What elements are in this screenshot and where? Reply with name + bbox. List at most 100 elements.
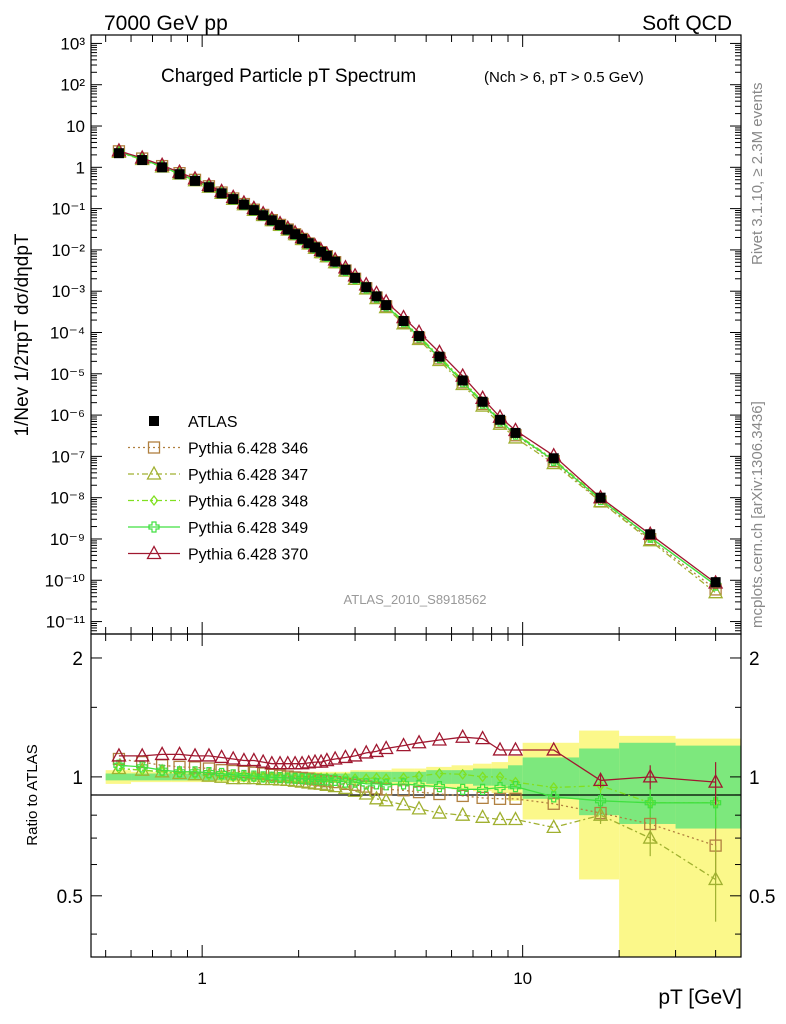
legend-marker: [148, 521, 160, 533]
data-point: [275, 220, 286, 231]
ratio-point: [204, 769, 214, 781]
ratio-point: [134, 747, 150, 762]
ratio-point: [456, 789, 469, 803]
data-point: [645, 529, 656, 540]
ratio-point: [225, 750, 241, 765]
ratio-point: [492, 741, 508, 756]
ratio-point: [329, 774, 341, 786]
data-point: [190, 175, 201, 186]
ratio-point: [477, 783, 489, 795]
ratio-line: [118, 767, 716, 804]
top-y-axis-label: 1/Nev 1/2πpT dσ/dηdpT: [12, 233, 33, 436]
ratio-point: [433, 780, 446, 793]
ratio-point: [358, 744, 374, 759]
data-point: [203, 182, 214, 193]
ratio-point: [113, 759, 125, 771]
ratio-point: [592, 771, 609, 787]
data-point: [113, 148, 124, 159]
legend-marker: [149, 494, 159, 507]
ratio-point: [361, 773, 371, 785]
x-tick-label: 1: [197, 969, 206, 988]
data-point: [548, 453, 559, 464]
uncertainty-band-green: [522, 757, 580, 799]
ratio-point: [111, 747, 127, 762]
ratio-point: [710, 797, 722, 809]
data-point: [371, 291, 382, 302]
ratio-point: [475, 808, 491, 823]
data-point: [595, 492, 606, 503]
ratio-point: [272, 755, 288, 770]
ratio-point: [457, 783, 469, 795]
ratio-point: [644, 797, 656, 809]
ratio-point: [495, 771, 505, 783]
y-tick-label: 10⁻³: [51, 282, 85, 301]
uncertainty-band-green: [414, 771, 427, 783]
uncertainty-band-green: [283, 773, 292, 781]
ratio-point: [201, 747, 217, 762]
ratio-point: [188, 761, 202, 774]
ratio-point: [395, 796, 412, 811]
spectrum-panel: 10⁻¹¹ 10⁻¹⁰ 10⁻⁹ 10⁻⁸ 10⁻⁷ 10⁻⁶ 10⁻⁵ 10⁻⁴ 10⁻³ 10…: [12, 34, 742, 635]
data-point: [321, 250, 332, 261]
y-tick-label: 10³: [60, 34, 85, 53]
data-point: [266, 215, 277, 226]
ratio-point: [237, 765, 251, 778]
mcplots-label: mcplots.cern.ch [arXiv:1306.3436]: [749, 401, 766, 628]
ratio-point: [238, 769, 250, 782]
series-0: [113, 148, 721, 588]
ratio-point: [246, 752, 262, 767]
uncertainty-band-green: [675, 745, 741, 829]
ratio-y-axis-label: Ratio to ATLAS: [24, 744, 41, 845]
ratio-point: [395, 737, 412, 752]
data-point: [297, 233, 308, 244]
ratio-y-tick-label: 0.5: [57, 887, 83, 908]
ratio-y-tick-label-right: 1: [749, 768, 760, 789]
y-tick-label: 10⁻¹¹: [46, 613, 86, 632]
data-point: [398, 315, 409, 326]
data-point: [414, 331, 425, 342]
uncertainty-band-green: [372, 771, 381, 783]
uncertainty-band-green: [131, 773, 153, 781]
data-point: [216, 188, 227, 199]
ratio-point: [548, 791, 560, 803]
ratio-panel: 1 10 0.5 0.5 1 1 2 2 Ratio to ATLAS: [24, 633, 775, 988]
data-point: [510, 427, 521, 438]
ratio-point: [280, 755, 296, 770]
y-tick-label: 10⁻⁹: [50, 530, 85, 549]
x-tick-label: 10: [513, 969, 532, 988]
legend-label: Pythia 6.428 348: [188, 494, 308, 511]
ratio-point: [399, 772, 408, 784]
uncertainty-band-green: [291, 773, 299, 781]
legend-entry: Pythia 6.428 347: [128, 465, 308, 484]
ratio-point: [189, 766, 201, 778]
legend-label: ATLAS: [188, 414, 238, 431]
legend-label: Pythia 6.428 347: [188, 467, 308, 484]
y-tick-label: 10⁻²: [51, 241, 85, 260]
y-tick-label: 10⁻⁵: [50, 365, 85, 384]
y-tick-label: 10⁻⁷: [51, 447, 85, 466]
uncertainty-band-green: [105, 773, 132, 781]
ratio-y-tick-label-right: 0.5: [749, 887, 775, 908]
legend-entry: Pythia 6.428 370: [128, 545, 308, 564]
ratio-point: [187, 747, 203, 762]
analysis-watermark: ATLAS_2010_S8918562: [344, 592, 487, 607]
ratio-point: [412, 785, 426, 799]
ratio-point: [596, 780, 605, 792]
data-point: [303, 238, 314, 249]
legend: ATLAS Pythia 6.428 346 Pythia 6.428 347 Pyt…: [128, 414, 308, 564]
ratio-point: [381, 773, 391, 785]
ratio-point: [397, 784, 410, 797]
ratio-point: [431, 804, 448, 819]
ratio-point: [358, 785, 374, 800]
ratio-point: [202, 762, 216, 775]
ratio-point: [274, 771, 286, 784]
ratio-point: [507, 741, 524, 756]
ratio-point: [493, 792, 507, 805]
ratio-point: [327, 778, 343, 793]
ratio-point: [360, 778, 372, 790]
ratio-y-tick-label: 1: [72, 768, 83, 789]
legend-label: Pythia 6.428 346: [188, 441, 308, 458]
ratio-point: [360, 780, 373, 793]
ratio-point: [266, 771, 278, 783]
data-point: [310, 242, 321, 253]
